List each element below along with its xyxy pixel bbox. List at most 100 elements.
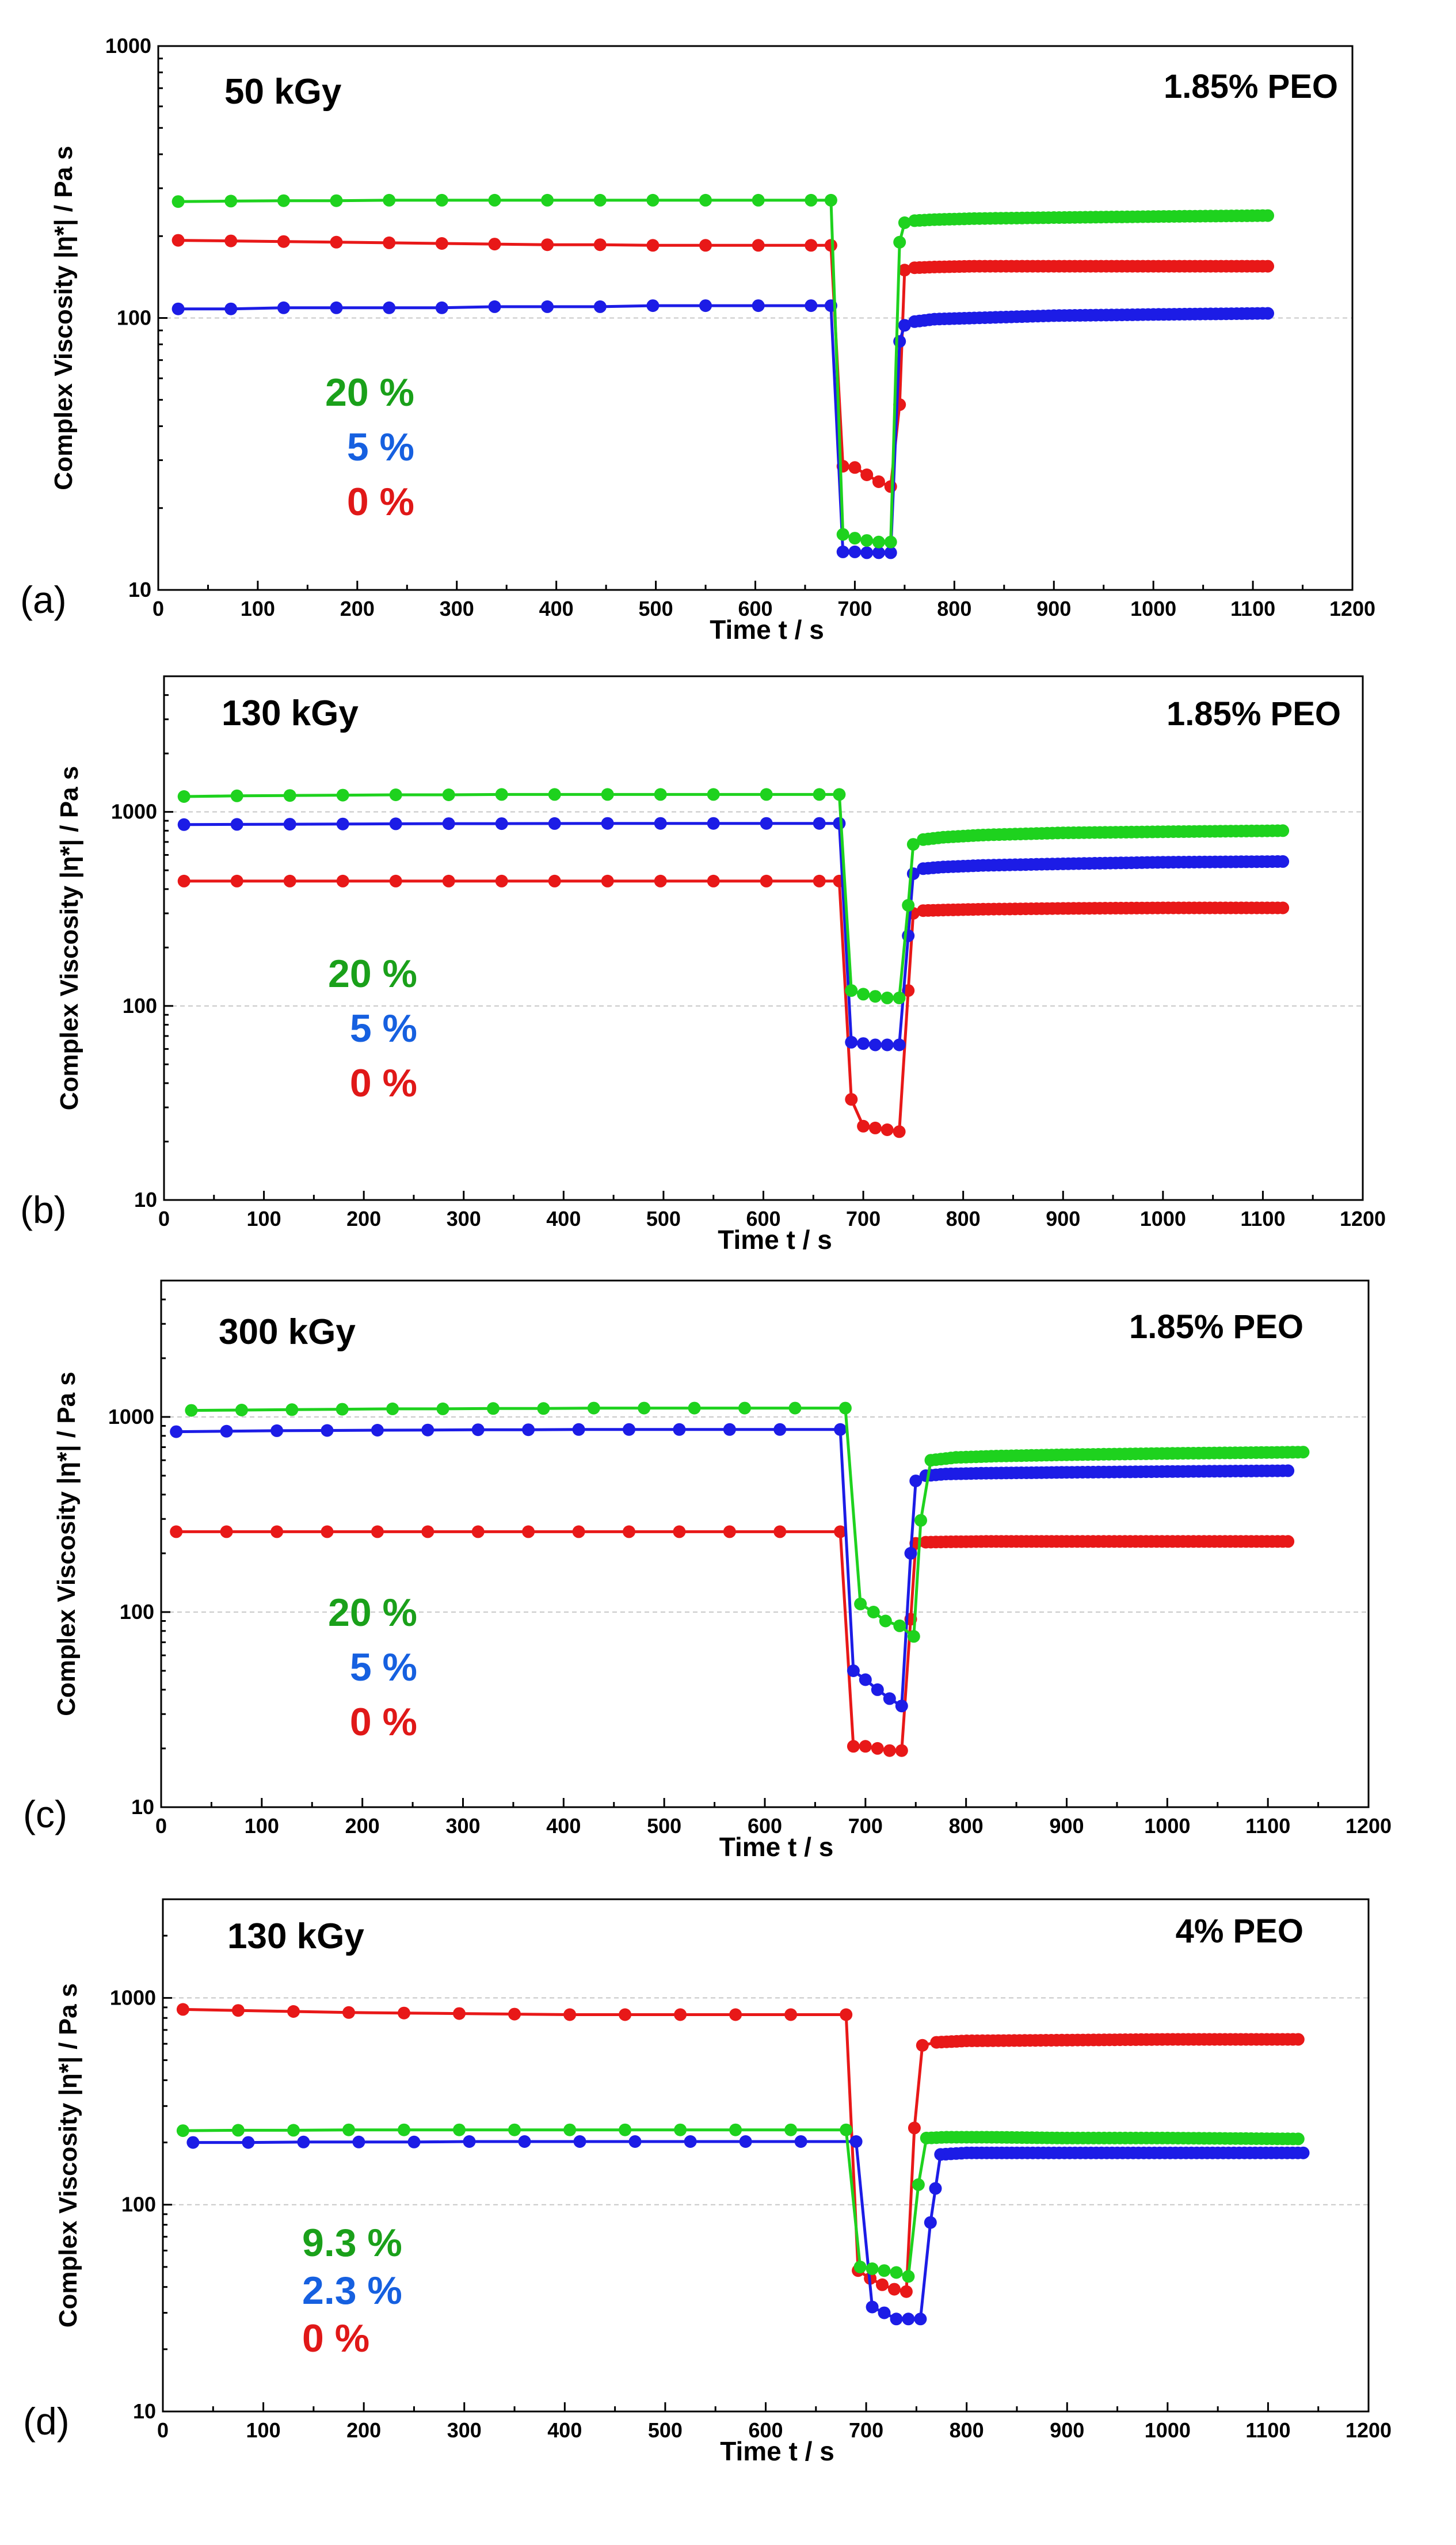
data-point: [932, 904, 945, 917]
x-tick-label: 1200: [1340, 1207, 1386, 1230]
y-tick-label: 100: [123, 994, 157, 1018]
data-point: [421, 1525, 434, 1538]
data-point: [537, 1402, 550, 1415]
data-point: [853, 2260, 867, 2273]
data-point: [1156, 1535, 1169, 1548]
data-point: [171, 302, 185, 315]
data-point: [1151, 856, 1164, 869]
data-point: [813, 788, 826, 801]
data-point: [888, 2283, 901, 2296]
plot-frame: [163, 675, 1364, 1201]
data-point: [587, 1401, 600, 1415]
panel-title: 130 kGy: [227, 1917, 364, 1956]
x-tick-label: 1100: [1240, 1207, 1285, 1230]
data-point: [518, 2135, 531, 2148]
data-point: [389, 874, 402, 887]
x-tick-label: 700: [849, 2418, 883, 2442]
x-tick-label: 300: [447, 1207, 481, 1230]
data-point: [935, 2131, 948, 2144]
y-tick-label: 10: [131, 1795, 154, 1819]
data-point: [1005, 2146, 1019, 2159]
data-point: [336, 874, 349, 887]
x-tick-label: 100: [247, 1207, 281, 1230]
data-point: [1291, 2146, 1305, 2159]
data-point: [836, 528, 849, 541]
panel-label: (a): [20, 578, 67, 621]
x-tick-label: 800: [946, 1207, 981, 1230]
data-point: [231, 2124, 245, 2137]
data-point: [1051, 826, 1064, 840]
data-point: [840, 2123, 853, 2136]
data-point: [893, 991, 906, 1004]
x-tick-label: 1100: [1230, 597, 1275, 620]
data-point: [833, 788, 846, 801]
data-point: [848, 545, 862, 558]
data-point: [773, 1525, 787, 1538]
x-tick-label: 0: [155, 1814, 167, 1838]
data-point: [572, 1423, 585, 1436]
data-point: [723, 1423, 736, 1436]
data-point: [235, 1404, 248, 1416]
data-point: [805, 193, 818, 207]
data-point: [955, 2035, 968, 2048]
x-tick-label: 1000: [1130, 597, 1176, 620]
data-point: [508, 2123, 521, 2136]
data-point: [1142, 210, 1155, 223]
data-point: [899, 2285, 913, 2298]
data-point: [471, 1423, 485, 1437]
panel-annotation: 1.85% PEO: [1129, 1308, 1303, 1346]
x-tick-label: 400: [546, 1814, 581, 1838]
data-point: [857, 1037, 870, 1050]
data-point: [435, 193, 448, 207]
data-point: [487, 1402, 500, 1415]
x-tick-label: 700: [837, 597, 872, 620]
data-point: [421, 1423, 434, 1437]
panel-title: 50 kGy: [224, 72, 342, 112]
series-line: [178, 239, 1268, 488]
data-point: [1051, 858, 1064, 871]
data-point: [436, 1402, 449, 1415]
data-point: [879, 1614, 892, 1628]
data-point: [1276, 1535, 1289, 1548]
y-axis-label: Complex Viscosity |η*| / Pa s: [52, 1371, 81, 1716]
data-point: [541, 238, 554, 252]
data-point: [904, 1546, 917, 1560]
x-tick-label: 400: [546, 1207, 581, 1230]
data-point: [177, 818, 190, 831]
panel-annotation: 1.85% PEO: [1167, 695, 1341, 733]
data-point: [909, 1475, 923, 1488]
data-point: [471, 1525, 485, 1538]
data-point: [729, 2123, 742, 2136]
data-point: [1271, 855, 1285, 868]
x-tick-label: 300: [447, 2418, 482, 2442]
data-point: [898, 319, 911, 332]
data-point: [601, 817, 614, 830]
x-tick-label: 200: [346, 2418, 381, 2442]
data-point: [893, 235, 906, 249]
y-tick-label: 100: [121, 2193, 156, 2216]
data-point: [342, 2123, 355, 2136]
series-line: [176, 1530, 1289, 1752]
data-point: [321, 1525, 334, 1538]
data-point: [840, 2008, 853, 2021]
x-tick-label: 400: [539, 597, 574, 620]
data-point: [638, 1401, 651, 1415]
data-point: [488, 193, 501, 207]
data-point: [932, 861, 945, 874]
data-point: [593, 300, 607, 313]
series-2.3-pct: [186, 2135, 1310, 2326]
data-point: [541, 300, 554, 313]
data-point: [955, 2147, 968, 2160]
data-point: [1042, 211, 1055, 224]
data-point: [872, 535, 885, 548]
y-axis-label: Complex Viscosity |η*| / Pa s: [55, 766, 84, 1111]
data-point: [848, 532, 862, 545]
series-20-pct: [177, 788, 1290, 1004]
data-point: [654, 788, 667, 801]
data-point: [1286, 2033, 1299, 2046]
data-point: [868, 990, 882, 1003]
x-tick-label: 1200: [1346, 1814, 1392, 1838]
legend-entry: 0 %: [350, 1700, 417, 1744]
data-point: [859, 1740, 872, 1753]
data-point: [230, 789, 243, 802]
